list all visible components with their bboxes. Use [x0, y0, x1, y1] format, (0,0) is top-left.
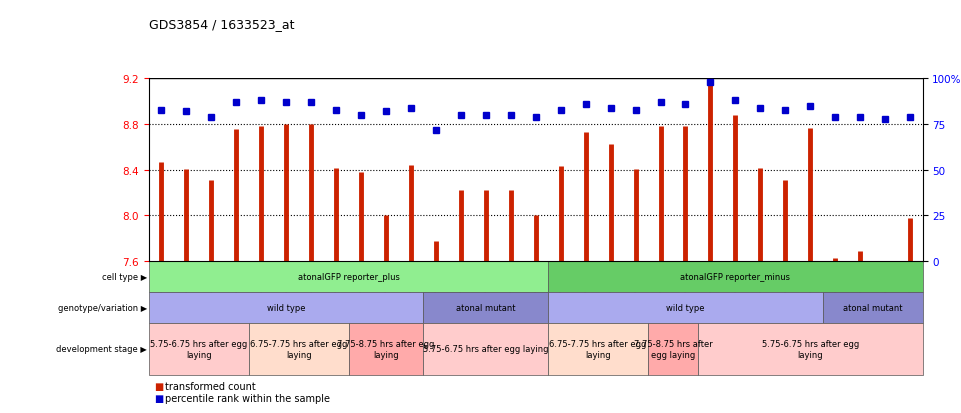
- Text: development stage ▶: development stage ▶: [56, 344, 147, 354]
- Text: ■: ■: [154, 393, 163, 403]
- Text: cell type ▶: cell type ▶: [102, 273, 147, 281]
- Text: 5.75-6.75 hrs after egg
laying: 5.75-6.75 hrs after egg laying: [150, 339, 248, 359]
- Bar: [548, 292, 823, 323]
- Bar: [823, 292, 923, 323]
- Bar: [149, 323, 249, 375]
- Bar: [149, 261, 548, 292]
- Text: ■: ■: [154, 381, 163, 391]
- Bar: [349, 323, 424, 375]
- Text: atonal mutant: atonal mutant: [843, 303, 902, 312]
- Text: 6.75-7.75 hrs after egg
laying: 6.75-7.75 hrs after egg laying: [550, 339, 647, 359]
- Bar: [648, 323, 698, 375]
- Bar: [249, 323, 349, 375]
- Bar: [548, 261, 923, 292]
- Text: genotype/variation ▶: genotype/variation ▶: [58, 303, 147, 312]
- Bar: [149, 292, 424, 323]
- Text: atonalGFP reporter_minus: atonalGFP reporter_minus: [680, 273, 790, 281]
- Text: atonal mutant: atonal mutant: [456, 303, 516, 312]
- Text: 5.75-6.75 hrs after egg
laying: 5.75-6.75 hrs after egg laying: [762, 339, 859, 359]
- Text: 6.75-7.75 hrs after egg
laying: 6.75-7.75 hrs after egg laying: [250, 339, 347, 359]
- Text: wild type: wild type: [267, 303, 306, 312]
- Text: GDS3854 / 1633523_at: GDS3854 / 1633523_at: [149, 18, 294, 31]
- Text: transformed count: transformed count: [165, 381, 256, 391]
- Bar: [548, 323, 648, 375]
- Text: 7.75-8.75 hrs after
egg laying: 7.75-8.75 hrs after egg laying: [633, 339, 712, 359]
- Bar: [424, 292, 548, 323]
- Text: 5.75-6.75 hrs after egg laying: 5.75-6.75 hrs after egg laying: [423, 344, 549, 354]
- Bar: [698, 323, 923, 375]
- Text: atonalGFP reporter_plus: atonalGFP reporter_plus: [298, 273, 400, 281]
- Text: 7.75-8.75 hrs after egg
laying: 7.75-8.75 hrs after egg laying: [337, 339, 434, 359]
- Text: wild type: wild type: [666, 303, 704, 312]
- Bar: [424, 323, 548, 375]
- Text: percentile rank within the sample: percentile rank within the sample: [165, 393, 331, 403]
